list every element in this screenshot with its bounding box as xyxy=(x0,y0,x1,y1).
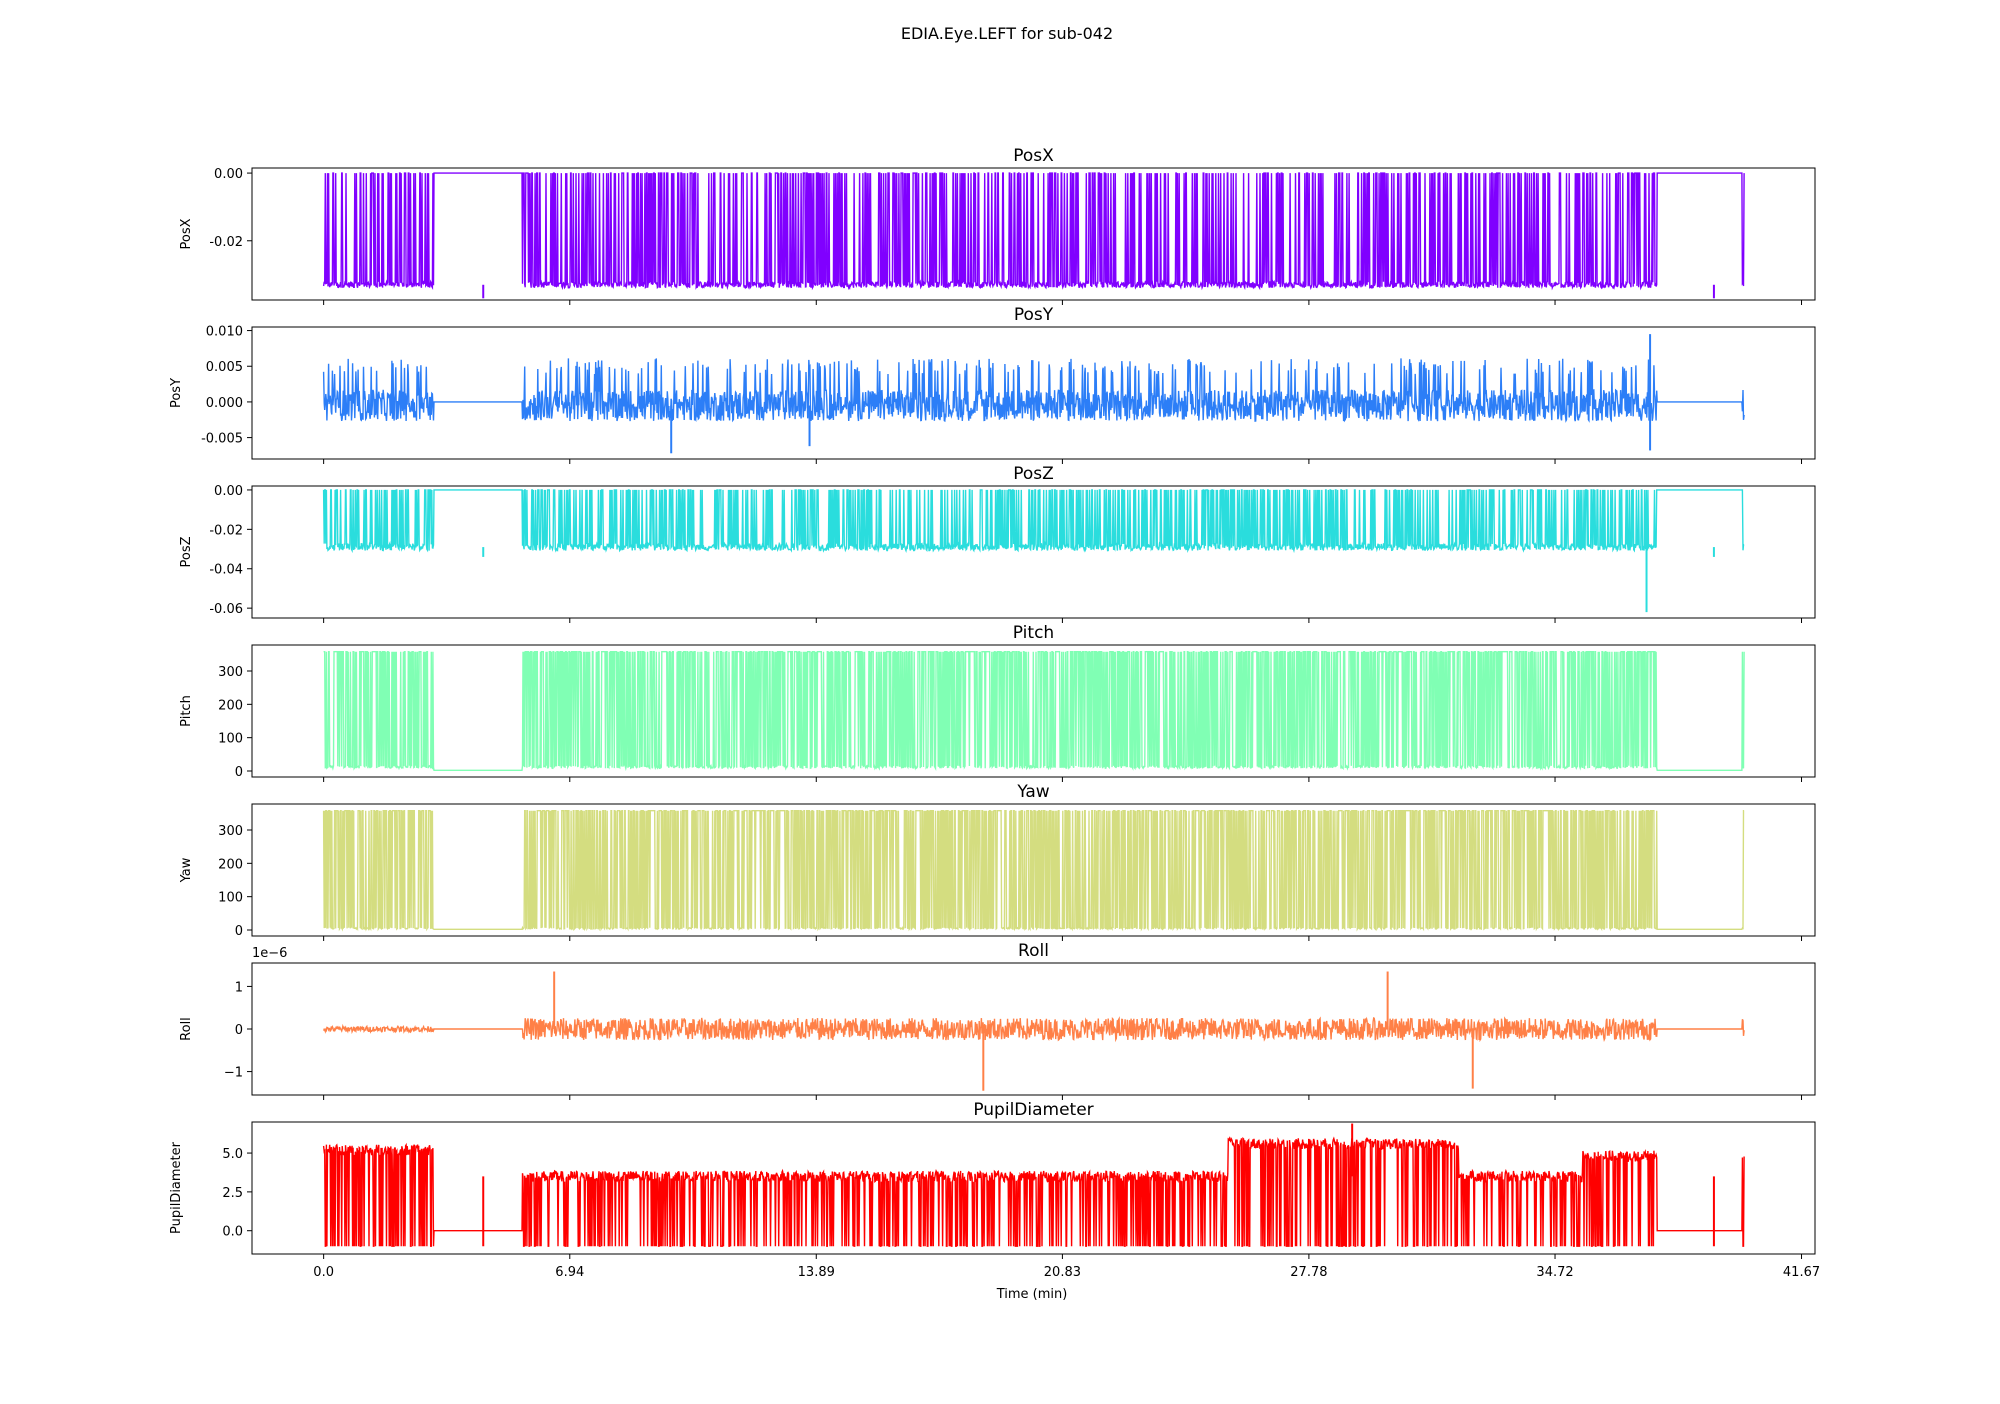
x-tick-label: 20.83 xyxy=(1044,1265,1081,1280)
y-tick-label: 0.00 xyxy=(214,167,243,182)
y-axis-label: Yaw xyxy=(179,857,194,883)
y-tick-label: 0 xyxy=(235,924,243,939)
subplot-yaw: Yaw 0 100 200 300 Yaw xyxy=(179,782,1816,941)
subplot-pitch: Pitch 0 100 200 300 Pitch xyxy=(179,623,1816,782)
series-line-roll xyxy=(322,1016,1745,1043)
subplot-posz: PosZ 0.00 -0.02 -0.04 -0.06 PosZ xyxy=(179,464,1816,623)
y-tick-label: -0.02 xyxy=(209,235,243,250)
y-tick-label: 1 xyxy=(235,980,243,995)
y-tick-label: 200 xyxy=(218,698,243,713)
axes-frame xyxy=(251,803,1816,937)
y-tick-label: -0.06 xyxy=(209,602,243,617)
subplot-title: Roll xyxy=(1018,941,1049,961)
subplot-pupildiameter: PupilDiameter 5.0 2.5 0.0 PupilDiameter 0.0 6.… xyxy=(169,1100,1820,1280)
y-tick-label: 300 xyxy=(218,824,243,839)
subplot-title: PupilDiameter xyxy=(973,1100,1093,1120)
subplot-roll: Roll 1 0 −1 1e−6 Roll xyxy=(179,941,1816,1100)
figure-suptitle: EDIA.Eye.LEFT for sub-042 xyxy=(901,24,1113,43)
axes-frame xyxy=(251,644,1816,778)
series-line-pupildiameter xyxy=(322,1136,1745,1247)
x-tick-label: 41.67 xyxy=(1783,1265,1820,1280)
y-axis-label: Roll xyxy=(179,1017,194,1041)
y-tick-label: 100 xyxy=(218,732,243,747)
y-tick-label: -0.02 xyxy=(209,523,243,538)
y-axis-label: Pitch xyxy=(179,695,194,727)
y-axis-label: PosZ xyxy=(179,536,194,567)
y-tick-label: 0.010 xyxy=(206,325,243,340)
y-tick-label: -0.005 xyxy=(201,432,243,447)
y-axis-label: PupilDiameter xyxy=(169,1141,184,1234)
axes-frame xyxy=(251,326,1816,460)
x-tick-label: 6.94 xyxy=(555,1265,584,1280)
subplots: PosX0.00-0.02PosXPosY0.0100.0050.000-0.0… xyxy=(169,146,1820,1280)
y-tick-label: 200 xyxy=(218,857,243,872)
subplot-title: Yaw xyxy=(1016,782,1049,802)
x-tick-label: 0.0 xyxy=(313,1265,334,1280)
y-tick-label: 0 xyxy=(235,765,243,780)
series-line-posx xyxy=(322,172,1745,291)
subplot-posy: PosY 0.010 0.005 0.000 -0.005 PosY xyxy=(169,305,1816,464)
y-tick-label: 0.0 xyxy=(222,1225,243,1240)
y-offset-label: 1e−6 xyxy=(252,946,287,961)
axes-frame xyxy=(251,485,1816,619)
y-tick-label: 5.0 xyxy=(222,1147,243,1162)
x-tick-label: 27.78 xyxy=(1290,1265,1327,1280)
x-axis-label: Time (min) xyxy=(996,1287,1068,1302)
y-tick-label: 0.00 xyxy=(214,484,243,499)
series-line-yaw xyxy=(322,810,1745,932)
subplot-title: PosX xyxy=(1013,146,1054,166)
series-line-posy xyxy=(322,358,1745,423)
series-line-pitch xyxy=(323,651,1745,772)
x-tick-label: 34.72 xyxy=(1536,1265,1573,1280)
subplot-posx: PosX 0.00 -0.02 PosX xyxy=(179,146,1816,305)
y-tick-label: 0 xyxy=(235,1023,243,1038)
axes-frame xyxy=(251,1121,1816,1255)
x-tick-label: 13.89 xyxy=(798,1265,835,1280)
axes-frame xyxy=(251,167,1816,301)
y-tick-label: 300 xyxy=(218,665,243,680)
y-tick-label: −1 xyxy=(224,1066,243,1081)
y-tick-label: 2.5 xyxy=(222,1186,243,1201)
subplot-title: PosY xyxy=(1014,305,1054,325)
y-axis-label: PosY xyxy=(169,378,184,408)
subplot-title: PosZ xyxy=(1013,464,1054,484)
y-tick-label: 0.005 xyxy=(206,360,243,375)
subplot-title: Pitch xyxy=(1013,623,1054,643)
y-tick-label: -0.04 xyxy=(209,563,243,578)
y-axis-label: PosX xyxy=(179,218,194,249)
y-tick-label: 100 xyxy=(218,891,243,906)
series-line-posz xyxy=(322,489,1745,554)
y-tick-label: 0.000 xyxy=(206,396,243,411)
